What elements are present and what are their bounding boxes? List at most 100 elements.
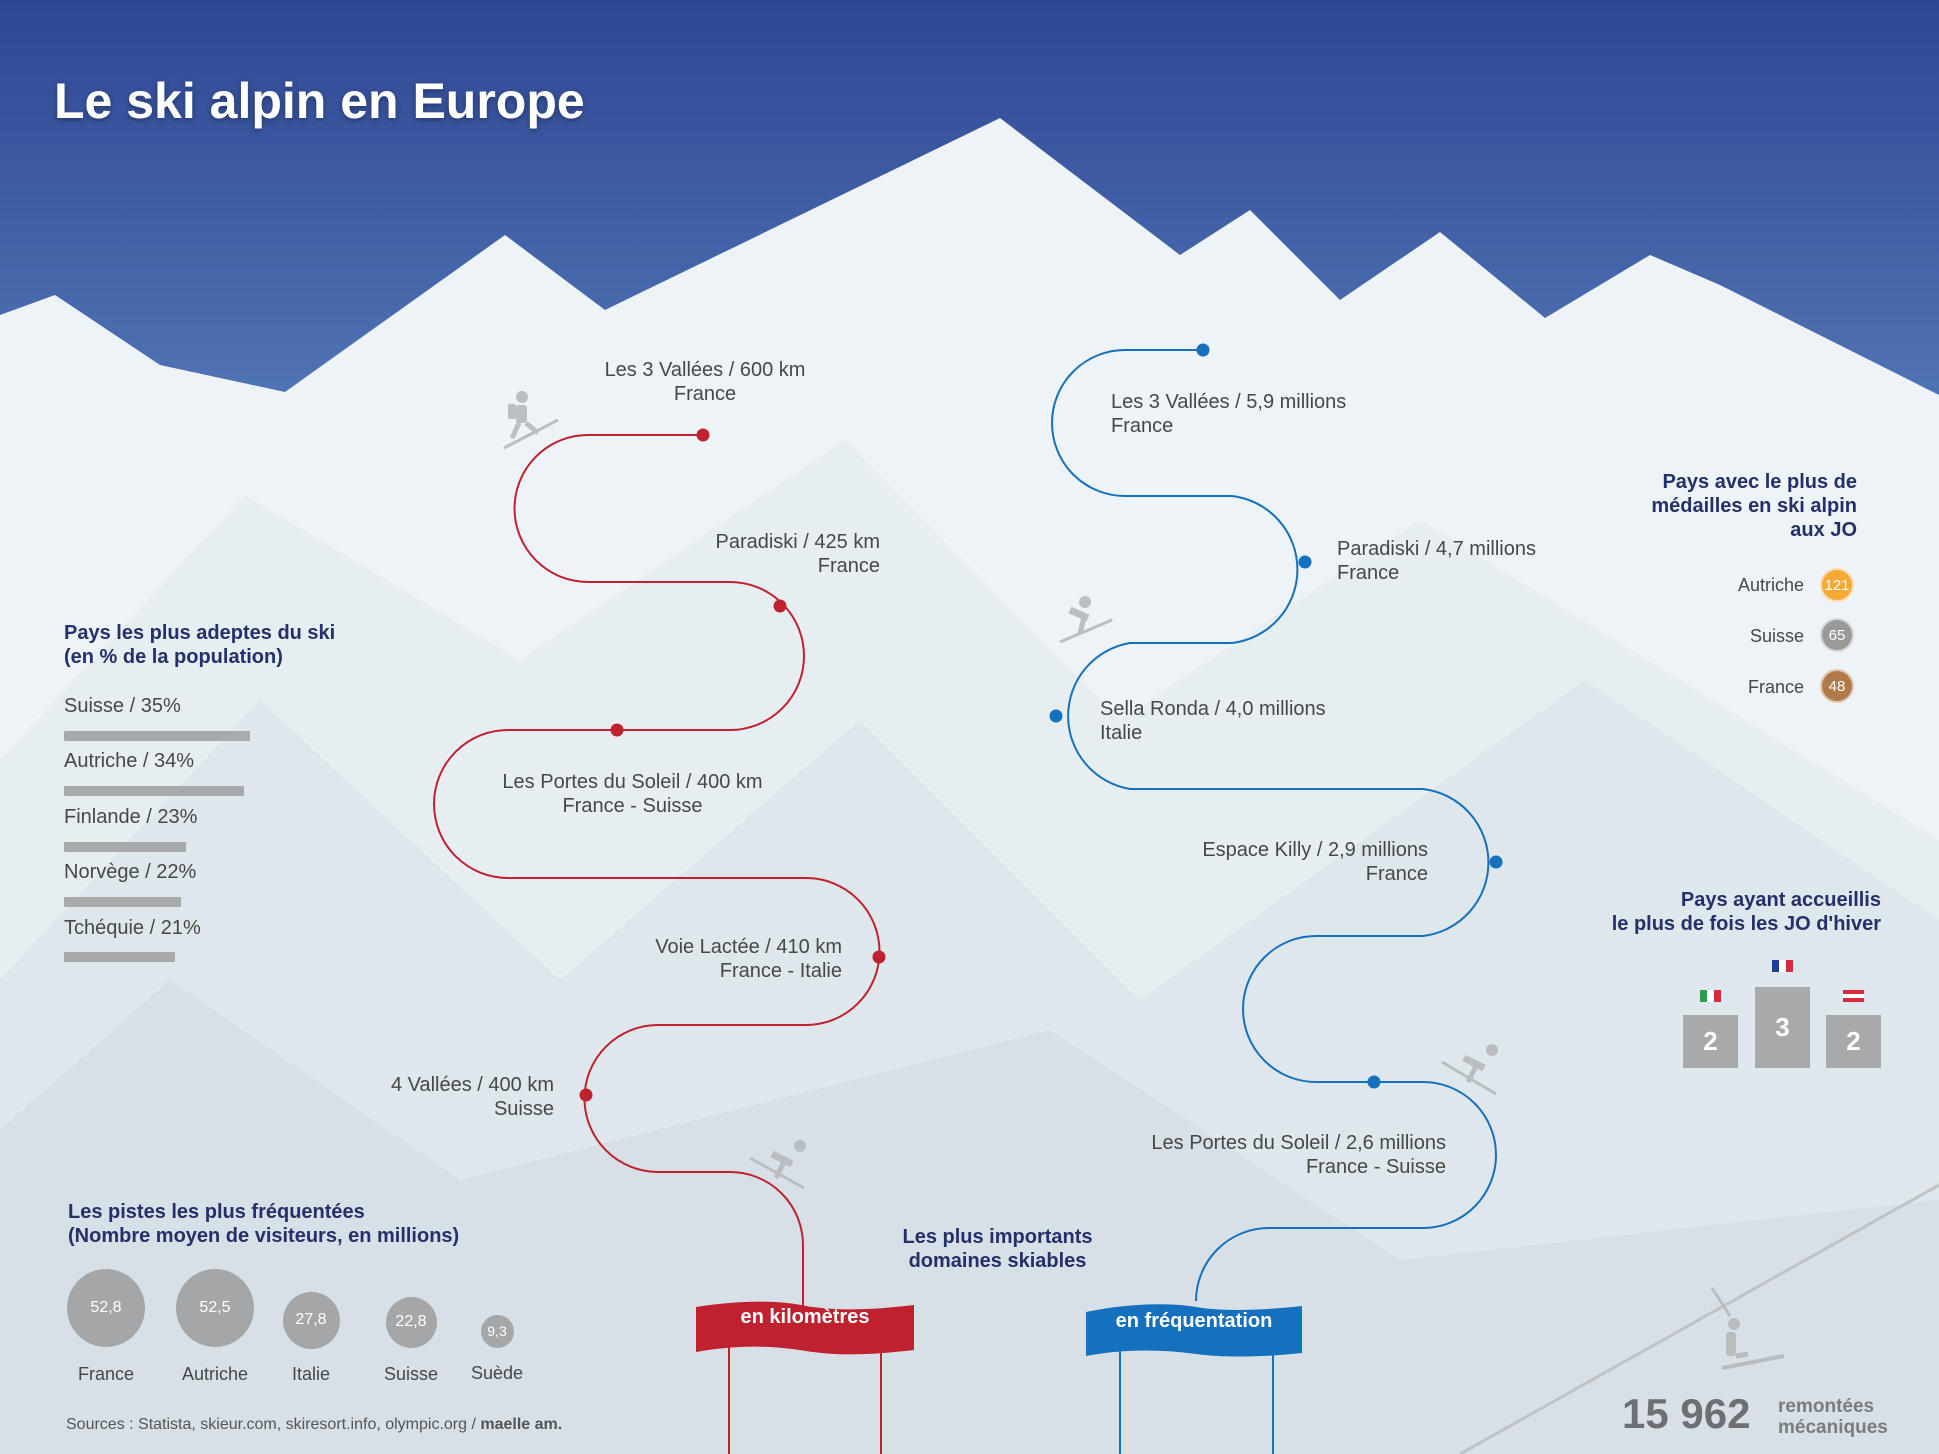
pistes-country-suisse: Suisse [383, 1364, 439, 1384]
podium-austria: 2 [1826, 1015, 1881, 1068]
pistes-bubble-suisse: 22,8 [385, 1296, 437, 1348]
visits-label-5-country: France - Suisse [1305, 1156, 1446, 1178]
km-route [433, 434, 881, 1308]
remontees-label: remontées mécaniques [1778, 1396, 1888, 1438]
km-banner [728, 1340, 882, 1454]
km-label-1-country: France [673, 383, 737, 405]
page-title: Le ski alpin en Europe [54, 73, 585, 129]
visits-banner-label: en fréquentation [1115, 1310, 1273, 1332]
bronze-medal-badge: 48 [1820, 669, 1854, 703]
visits-banner [1119, 1350, 1274, 1454]
adeptes-bar-2 [64, 786, 245, 796]
km-label-2-name: Paradiski / 425 km [715, 531, 880, 553]
visits-label-2-name: Paradiski / 4,7 millions [1337, 538, 1536, 560]
km-label-1-name: Les 3 Vallées / 600 km [604, 359, 806, 381]
silver-medal-badge: 65 [1820, 618, 1854, 652]
visits-label-1-country: France [1111, 415, 1174, 437]
medailles-heading-line1: Pays avec le plus de [1662, 471, 1857, 493]
adeptes-heading: Pays les plus adeptes du ski (en % de la… [64, 621, 335, 669]
adeptes-label-2: Autriche / 34% [64, 750, 195, 772]
km-route-markers [579, 428, 886, 1102]
podium-italy: 2 [1683, 1015, 1738, 1068]
hiker-icon [503, 391, 559, 450]
medal-country-suisse: Suisse [1749, 626, 1804, 646]
km-label-2-country: France [817, 555, 880, 577]
km-banner-flag [696, 1301, 914, 1355]
adeptes-heading-line1: Pays les plus adeptes du ski [64, 622, 336, 644]
pistes-heading-line1: Les pistes les plus fréquentées [68, 1201, 365, 1223]
remontees-label-line2: mécaniques [1778, 1417, 1888, 1438]
author-credit: maelle am. [480, 1416, 563, 1433]
jo-heading-line2: le plus de fois les JO d'hiver [1611, 913, 1881, 935]
pistes-heading: Les pistes les plus fréquentées (Nombre … [68, 1200, 459, 1248]
pistes-bubble-autriche: 52,5 [176, 1269, 254, 1347]
sources-footer: Sources : Statista, skieur.com, skiresor… [66, 1416, 562, 1434]
medailles-heading: Pays avec le plus de médailles en ski al… [1560, 470, 1857, 542]
skier-icon-3 [1441, 1044, 1498, 1096]
visits-label-3: Sella Ronda / 4,0 millions Italie [1100, 697, 1326, 745]
pistes-country-france: France [77, 1364, 135, 1384]
austria-flag [1843, 990, 1864, 1002]
domaines-heading: Les plus importants domaines skiables [880, 1225, 1115, 1273]
medailles-heading-line3: aux JO [1790, 519, 1857, 541]
visits-label-3-country: Italie [1100, 722, 1143, 744]
jo-heading: Pays ayant accueillis le plus de fois le… [1560, 888, 1881, 936]
adeptes-label-3: Finlande / 23% [64, 806, 198, 828]
visits-route-markers [1049, 343, 1503, 1089]
pistes-country-autriche: Autriche [181, 1364, 249, 1384]
km-label-5: 4 Vallées / 400 km Suisse [310, 1073, 554, 1121]
adeptes-heading-line2: (en % de la population) [64, 646, 283, 668]
km-label-3: Les Portes du Soleil / 400 km France - S… [460, 770, 805, 818]
italy-flag [1700, 990, 1721, 1002]
km-label-5-name: 4 Vallées / 400 km [390, 1074, 554, 1096]
france-flag [1772, 960, 1793, 972]
visits-label-1: Les 3 Vallées / 5,9 millions France [1111, 390, 1346, 438]
jo-heading-line1: Pays ayant accueillis [1680, 889, 1881, 911]
podium-france: 3 [1755, 987, 1810, 1068]
adeptes-bar-3 [64, 842, 186, 852]
visits-label-4-name: Espace Killy / 2,9 millions [1202, 839, 1428, 861]
km-label-4-country: France - Italie [719, 960, 842, 982]
km-label-1: Les 3 Vallées / 600 km France [560, 358, 850, 406]
adeptes-bar-1 [64, 731, 250, 741]
skier-icon-2 [749, 1140, 806, 1190]
pistes-country-suede: Suède [470, 1363, 524, 1383]
adeptes-label-4: Norvège / 22% [64, 861, 197, 883]
ski-lift-cable [1459, 1183, 1939, 1454]
pistes-heading-line2: (Nombre moyen de visiteurs, en millions) [68, 1225, 460, 1247]
pistes-country-italie: Italie [291, 1364, 331, 1384]
skier-icon [1059, 596, 1113, 644]
medal-country-france: France [1747, 677, 1804, 697]
remontees-value: 15 962 [1622, 1390, 1751, 1437]
km-label-3-name: Les Portes du Soleil / 400 km [502, 771, 763, 793]
medailles-heading-line2: médailles en ski alpin [1651, 495, 1857, 517]
gold-medal-badge: 121 [1820, 568, 1854, 602]
visits-label-5: Les Portes du Soleil / 2,6 millions Fran… [1070, 1131, 1446, 1179]
pistes-bubble-italie: 27,8 [282, 1291, 340, 1349]
chairlift-icon [1710, 1287, 1785, 1370]
domaines-heading-line2: domaines skiables [908, 1250, 1087, 1272]
adeptes-label-5: Tchéquie / 21% [64, 917, 201, 939]
visits-label-2: Paradiski / 4,7 millions France [1337, 537, 1536, 585]
adeptes-bar-4 [64, 897, 181, 907]
km-label-2: Paradiski / 425 km France [580, 530, 880, 578]
visits-label-3-name: Sella Ronda / 4,0 millions [1100, 698, 1326, 720]
visits-banner-flag [1086, 1304, 1302, 1357]
visits-label-4: Espace Killy / 2,9 millions France [1130, 838, 1428, 886]
visits-label-5-name: Les Portes du Soleil / 2,6 millions [1151, 1132, 1446, 1154]
adeptes-bar-5 [64, 952, 176, 962]
km-label-4-name: Voie Lactée / 410 km [655, 936, 842, 958]
remontees-label-line1: remontées [1778, 1396, 1875, 1417]
visits-route [1051, 349, 1497, 1302]
km-label-3-country: France - Suisse [562, 795, 703, 817]
visits-label-1-name: Les 3 Vallées / 5,9 millions [1111, 391, 1347, 413]
pistes-bubble-france: 52,8 [67, 1269, 145, 1347]
domaines-heading-line1: Les plus importants [902, 1226, 1093, 1248]
adeptes-label-1: Suisse / 35% [64, 695, 181, 717]
km-banner-label: en kilomètres [740, 1306, 870, 1328]
pistes-bubble-suede: 9,3 [480, 1314, 514, 1348]
km-label-5-country: Suisse [493, 1098, 554, 1120]
km-label-4: Voie Lactée / 410 km France - Italie [540, 935, 842, 983]
